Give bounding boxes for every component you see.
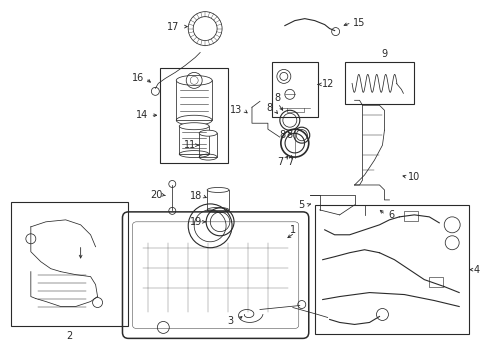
Bar xyxy=(404,211,417,221)
Bar xyxy=(207,190,228,210)
Text: 12: 12 xyxy=(321,79,333,89)
Text: 8: 8 xyxy=(286,130,292,140)
Bar xyxy=(428,276,442,287)
Bar xyxy=(11,202,128,327)
Text: 11: 11 xyxy=(183,140,196,150)
Ellipse shape xyxy=(176,75,212,85)
Bar xyxy=(271,62,317,117)
Text: 10: 10 xyxy=(407,172,420,182)
Text: 8: 8 xyxy=(279,130,285,140)
Text: 6: 6 xyxy=(387,210,394,220)
Bar xyxy=(176,80,212,120)
Text: 17: 17 xyxy=(167,22,179,32)
Text: 7: 7 xyxy=(286,157,292,167)
Ellipse shape xyxy=(207,188,228,193)
Circle shape xyxy=(279,72,287,80)
Text: 5: 5 xyxy=(298,200,305,210)
Text: 8: 8 xyxy=(274,93,281,103)
Text: 7: 7 xyxy=(276,157,283,167)
Text: 20: 20 xyxy=(150,190,162,200)
Ellipse shape xyxy=(179,123,209,130)
Ellipse shape xyxy=(199,130,217,136)
Text: 16: 16 xyxy=(132,73,144,84)
Text: 8: 8 xyxy=(266,103,272,113)
Text: 3: 3 xyxy=(226,316,233,327)
Bar xyxy=(199,133,217,157)
Text: 1: 1 xyxy=(289,225,295,235)
Bar xyxy=(344,62,413,104)
Bar xyxy=(160,68,227,163)
Text: 13: 13 xyxy=(229,105,242,115)
Bar xyxy=(179,126,209,154)
Text: 2: 2 xyxy=(66,332,73,341)
Text: 18: 18 xyxy=(190,191,202,201)
Bar xyxy=(314,205,468,334)
Text: 4: 4 xyxy=(473,265,479,275)
Text: 15: 15 xyxy=(353,18,365,28)
Text: 9: 9 xyxy=(381,49,386,59)
Text: 19: 19 xyxy=(190,217,202,227)
Text: 14: 14 xyxy=(136,110,148,120)
